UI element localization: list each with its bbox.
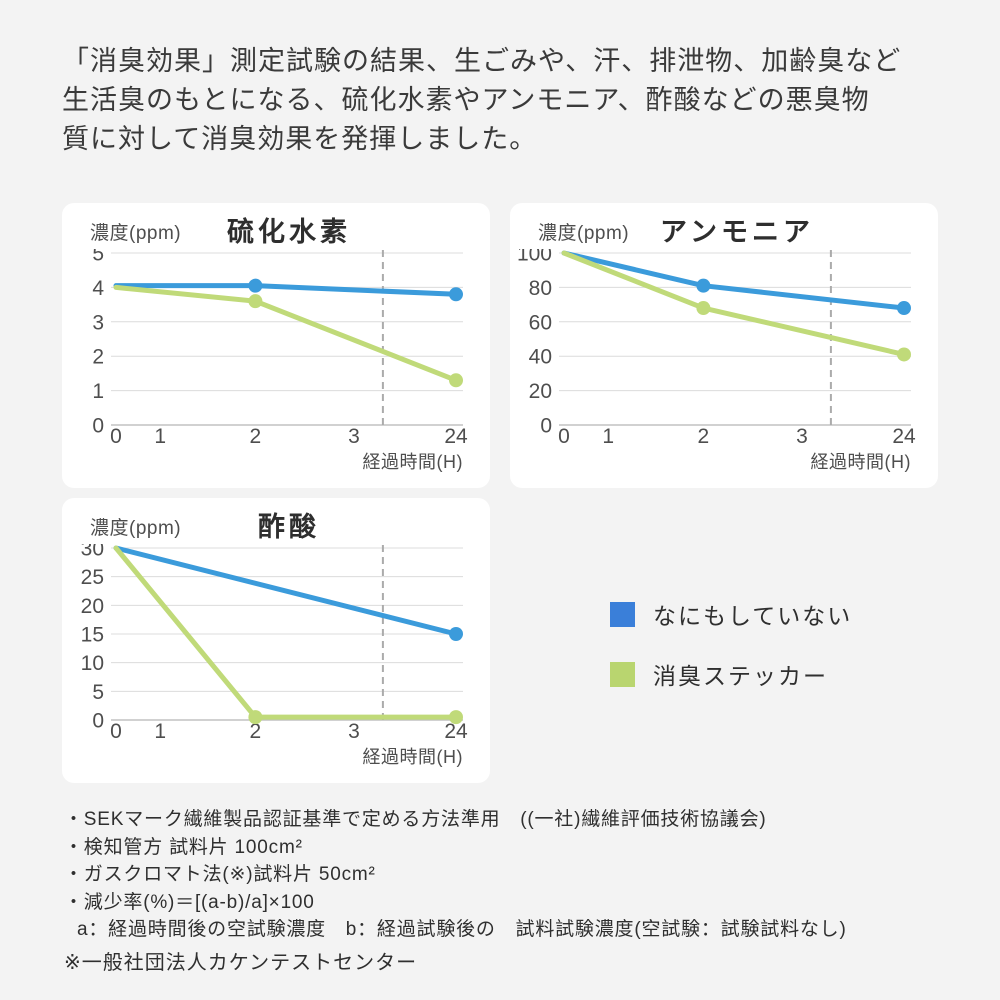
x-tick-label: 24 xyxy=(892,425,916,448)
y-axis-label: 濃度(ppm) xyxy=(90,518,182,539)
data-point-marker xyxy=(696,278,711,293)
x-tick-label: 3 xyxy=(796,425,808,448)
footnote-line: a：経過時間後の空試験濃度 b：経過試験後の 試料試験濃度(空試験：試験試料なし… xyxy=(77,919,847,940)
y-tick-label: 5 xyxy=(92,681,104,704)
x-tick-label: 1 xyxy=(154,720,166,743)
header-line-3: 質に対して消臭効果を発揮しました。 xyxy=(62,124,538,154)
x-tick-label: 0 xyxy=(558,425,570,448)
series-line xyxy=(113,284,459,383)
y-tick-label: 4 xyxy=(92,277,104,300)
legend-item-untreated: なにもしていない xyxy=(610,597,852,631)
y-tick-label: 5 xyxy=(92,249,104,266)
x-tick-label: 2 xyxy=(250,425,262,448)
data-point-marker xyxy=(248,278,263,293)
x-tick-label: 24 xyxy=(444,425,468,448)
y-tick-label: 1 xyxy=(92,380,104,403)
footnote-line: ・SEKマーク繊維製品認証基準で定める方法準用 ((一社)繊維評価技術協議会) xyxy=(64,809,767,830)
x-axis-label: 経過時間(H) xyxy=(811,452,912,472)
header-text: 「消臭効果」測定試験の結果、生ごみや、汗、排泄物、加齢臭など 生活臭のもとになる… xyxy=(62,42,962,159)
y-tick-label: 20 xyxy=(529,380,552,403)
x-tick-label: 0 xyxy=(110,720,122,743)
y-tick-label: 0 xyxy=(92,415,104,438)
x-tick-label: 1 xyxy=(154,425,166,448)
plot-ammonia: 100 80 60 40 20 0 0 1 2 3 24 経過時間(H) xyxy=(517,249,916,472)
data-point-marker xyxy=(449,627,463,641)
data-point-marker xyxy=(449,710,463,725)
y-tick-label: 10 xyxy=(81,652,104,675)
x-axis-label: 経過時間(H) xyxy=(363,747,464,767)
series-line xyxy=(113,545,459,637)
legend: なにもしていない 消臭ステッカー xyxy=(610,597,852,691)
y-tick-label: 25 xyxy=(81,566,104,589)
y-axis-label: 濃度(ppm) xyxy=(90,223,182,244)
x-tick-label: 3 xyxy=(348,425,360,448)
footnote-source: ※一般社団法人カケンテストセンター xyxy=(64,952,418,974)
footnote-line: ・検知管方 試料片 100cm² xyxy=(64,836,303,858)
legend-label-deodorant-sticker: 消臭ステッカー xyxy=(653,663,828,689)
chart-title: 硫化水素 xyxy=(227,217,351,247)
y-tick-label: 30 xyxy=(81,544,104,561)
y-tick-label: 0 xyxy=(540,415,552,438)
chart-card-ammonia: 濃度(ppm) アンモニア 100 80 60 40 20 0 0 1 2 3 24 経過時間(H) xyxy=(510,203,938,488)
chart-card-hydrogen-sulfide: 濃度(ppm) 硫化水素 5 4 3 2 1 0 0 1 2 3 24 経過時間(H) xyxy=(62,203,490,488)
legend-label-untreated: なにもしていない xyxy=(653,603,853,629)
x-tick-label: 0 xyxy=(110,425,122,448)
legend-swatch-deodorant-sticker xyxy=(610,661,635,687)
legend-item-deodorant-sticker: 消臭ステッカー xyxy=(610,657,852,691)
series-line xyxy=(561,250,907,311)
data-point-marker xyxy=(248,294,263,309)
x-axis-label: 経過時間(H) xyxy=(363,452,464,472)
x-tick-label: 2 xyxy=(250,720,262,743)
y-tick-label: 0 xyxy=(92,710,104,733)
data-point-marker xyxy=(449,287,463,302)
footnote-line: ・ガスクロマト法(※)試料片 50cm² xyxy=(64,864,376,885)
header-line-2: 生活臭のもとになる、硫化水素やアンモニア、酢酸などの悪臭物 xyxy=(62,85,870,115)
x-tick-label: 24 xyxy=(444,720,468,743)
y-tick-label: 100 xyxy=(517,249,552,266)
footnote-line: ・減少率(%)＝[(a-b)/a]×100 xyxy=(64,891,315,913)
y-tick-label: 40 xyxy=(529,346,552,369)
data-point-marker xyxy=(897,347,911,362)
x-tick-label: 3 xyxy=(348,720,360,743)
legend-swatch-untreated xyxy=(610,601,635,627)
y-tick-label: 3 xyxy=(92,311,104,334)
data-point-marker xyxy=(696,301,711,316)
y-tick-label: 2 xyxy=(92,346,104,369)
header-line-1: 「消臭効果」測定試験の結果、生ごみや、汗、排泄物、加齢臭など xyxy=(62,46,902,76)
y-tick-label: 60 xyxy=(529,311,552,334)
data-point-marker xyxy=(897,301,911,316)
y-tick-label: 80 xyxy=(529,277,552,300)
y-axis-label: 濃度(ppm) xyxy=(538,223,630,244)
x-tick-label: 2 xyxy=(698,425,710,448)
data-point-marker xyxy=(449,373,463,388)
data-point-marker xyxy=(248,710,263,725)
x-tick-label: 1 xyxy=(602,425,614,448)
chart-title: アンモニア xyxy=(660,217,814,247)
y-tick-label: 15 xyxy=(81,624,104,647)
footnotes: ・SEKマーク繊維製品認証基準で定める方法準用 ((一社)繊維評価技術協議会) … xyxy=(64,806,847,944)
chart-card-acetic-acid: 濃度(ppm) 酢酸 30 25 20 15 10 5 0 0 1 2 3 24 経過時間(H) xyxy=(62,498,490,783)
chart-title: 酢酸 xyxy=(258,512,320,542)
y-tick-label: 20 xyxy=(81,595,104,618)
